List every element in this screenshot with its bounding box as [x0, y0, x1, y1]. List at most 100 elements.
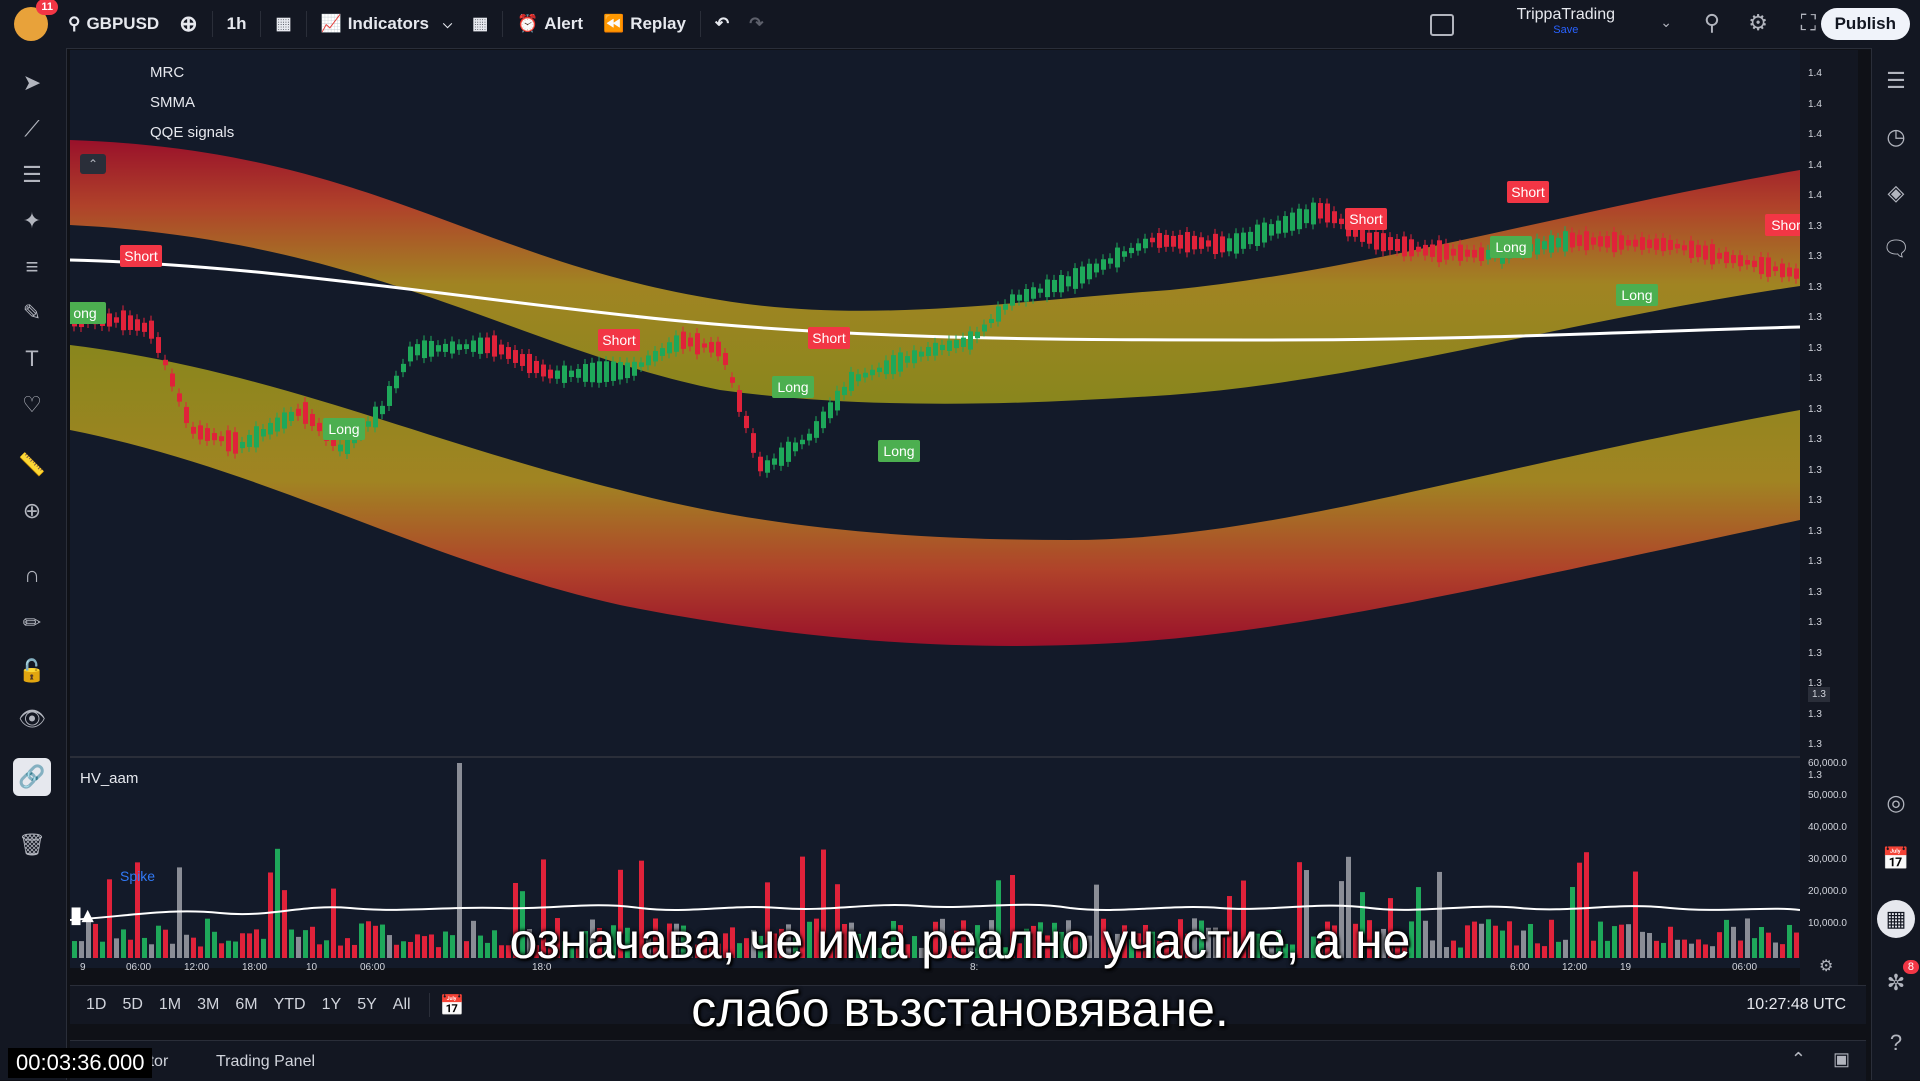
candle-body — [912, 350, 917, 364]
watchlist-icon[interactable]: ☰ — [1886, 68, 1906, 93]
maximize-icon[interactable]: ▣ — [1832, 1049, 1850, 1069]
gear-icon[interactable]: ⚙ — [1748, 10, 1768, 35]
legend-volume[interactable]: HV_aam — [80, 770, 139, 787]
volume-bar — [1311, 936, 1316, 958]
volume-bar — [1073, 935, 1078, 958]
candle-body — [1584, 231, 1589, 251]
cursor-icon[interactable]: ➤ — [22, 70, 42, 95]
quick-search-icon[interactable]: ⚲ — [1703, 10, 1720, 35]
range-3m[interactable]: 3M — [197, 996, 220, 1013]
legend-qqe[interactable]: QQE signals — [150, 124, 235, 141]
candle-body — [429, 340, 434, 357]
candle-body — [1794, 268, 1799, 279]
volume-pane[interactable]: HV_aam Spike ▮▴ — [69, 756, 1801, 968]
layers-icon[interactable]: ◈ — [1887, 180, 1905, 205]
layout-name[interactable]: TrippaTrading Save — [1517, 6, 1615, 36]
layout-checkbox[interactable] — [1430, 14, 1454, 36]
candle-body — [1325, 203, 1330, 223]
signal-icon[interactable]: ✼ 8 — [1881, 960, 1919, 998]
candle-body — [415, 344, 420, 356]
publish-button[interactable]: Publish — [1820, 8, 1910, 40]
candle-body — [961, 337, 966, 347]
ruler-icon[interactable]: 📏 — [18, 452, 46, 477]
alerts-clock-icon[interactable]: ◷ — [1886, 124, 1906, 149]
chart-type-button[interactable]: ▦ — [265, 0, 301, 48]
utc-clock[interactable]: 10:27:48 UTC — [1746, 996, 1846, 1013]
volume-bar — [1325, 921, 1330, 958]
range-1m[interactable]: 1M — [158, 996, 182, 1013]
candle-body — [205, 428, 210, 441]
lock-icon[interactable]: 🔓 — [18, 658, 46, 683]
redo-button[interactable]: ↷ — [739, 0, 773, 48]
magnet-icon[interactable]: ∩ — [24, 562, 40, 587]
link-icon[interactable]: 🔗 — [13, 758, 51, 796]
candle-body — [240, 441, 245, 449]
pattern-icon[interactable]: ✦ — [22, 208, 42, 233]
candle-body — [1577, 234, 1582, 246]
range-5y[interactable]: 5Y — [357, 996, 377, 1013]
brush-icon[interactable]: ✎ — [22, 300, 42, 325]
price-tick: 1.3 — [1808, 525, 1822, 537]
collapse-legend-button[interactable]: ⌃ — [80, 154, 106, 174]
indicators-button[interactable]: 📈 Indicators ⌵ — [311, 0, 463, 48]
range-buttons: 1D 5D 1M 3M 6M YTD 1Y 5Y All — [78, 996, 419, 1014]
chevron-up-icon[interactable]: ⌃ — [1790, 1049, 1806, 1069]
tab-trading-panel[interactable]: Trading Panel — [216, 1053, 316, 1070]
price-tick: 1.3 — [1808, 495, 1822, 506]
undo-button[interactable]: ↶ — [705, 0, 739, 48]
axis-settings-icon[interactable]: ⚙ — [1819, 958, 1834, 975]
volume-bar — [786, 924, 791, 958]
replay-button[interactable]: ⏪ Replay — [593, 0, 696, 48]
horizontal-lines-icon[interactable]: ☰ — [22, 162, 42, 187]
price-chart[interactable]: Short ong Long Short Short Long Long Short Short… — [64, 50, 1807, 756]
volume-bar — [1486, 919, 1491, 958]
volume-bar — [1437, 871, 1442, 958]
interval-button[interactable]: 1h — [226, 14, 247, 33]
volume-bar — [758, 935, 763, 958]
heart-icon[interactable]: ♡ — [22, 392, 42, 417]
text-icon[interactable]: T — [25, 346, 39, 371]
volume-bar — [1689, 943, 1694, 958]
range-ytd[interactable]: YTD — [273, 996, 306, 1013]
legend-smma[interactable]: SMMA — [150, 94, 195, 111]
calendar-icon[interactable]: 📅 — [1882, 846, 1910, 871]
layouts-button[interactable]: ▦ — [462, 0, 498, 48]
apps-grid-icon[interactable]: ▦ — [1877, 900, 1915, 938]
fib-icon[interactable]: ≡ — [25, 254, 39, 279]
target-icon[interactable]: ◎ — [1886, 790, 1906, 815]
divider — [502, 11, 504, 37]
candle-body — [331, 436, 336, 446]
zoom-in-icon[interactable]: ⊕ — [22, 498, 42, 523]
range-1y[interactable]: 1Y — [321, 996, 342, 1013]
help-icon[interactable]: ? — [1889, 1030, 1903, 1055]
candle-body — [1059, 275, 1064, 293]
price-axis[interactable]: 1.4 1.4 1.4 1.4 1.4 1.3 1.3 1.3 1.3 1.3 1.3 1.3 1.3 1… — [1800, 50, 1858, 990]
volume-bar — [926, 937, 931, 958]
user-avatar[interactable]: 11 — [14, 0, 58, 41]
volume-bar — [730, 927, 735, 958]
trendline-icon[interactable]: ⟋ — [24, 116, 40, 141]
compare-symbol-button[interactable]: ⊕ — [169, 0, 207, 48]
range-6m[interactable]: 6M — [235, 996, 258, 1013]
price-tick: 1.4 — [1808, 190, 1822, 201]
range-all[interactable]: All — [392, 996, 411, 1013]
divider — [428, 993, 430, 1017]
trash-icon[interactable]: 🗑 — [18, 832, 46, 857]
save-link[interactable]: Save — [1553, 24, 1579, 36]
legend-mrc[interactable]: MRC — [150, 64, 185, 81]
fullscreen-icon[interactable]: ⛶ — [1800, 10, 1816, 35]
calendar-icon[interactable]: 📅 — [439, 994, 465, 1017]
time-axis[interactable]: 9 06:00 12:00 18:00 10 06:00 18:0 8: 6:00 12:00 19… — [70, 958, 1800, 978]
chevron-down-icon[interactable]: ⌄ — [1660, 14, 1672, 30]
volume-bar — [1297, 862, 1302, 958]
range-1d[interactable]: 1D — [86, 996, 107, 1013]
symbol-search[interactable]: ⚲ GBPUSD — [58, 0, 169, 48]
chat-icon[interactable]: 🗨 — [1882, 236, 1910, 261]
candles-icon: ▦ — [275, 14, 292, 33]
eye-icon[interactable]: 👁 — [18, 706, 46, 731]
pencil-lock-icon[interactable]: ✏ — [22, 610, 42, 635]
alert-button[interactable]: ⏰ Alert — [507, 0, 593, 48]
volume-bar — [163, 929, 168, 958]
volume-bar — [940, 918, 945, 958]
range-5d[interactable]: 5D — [122, 996, 143, 1013]
